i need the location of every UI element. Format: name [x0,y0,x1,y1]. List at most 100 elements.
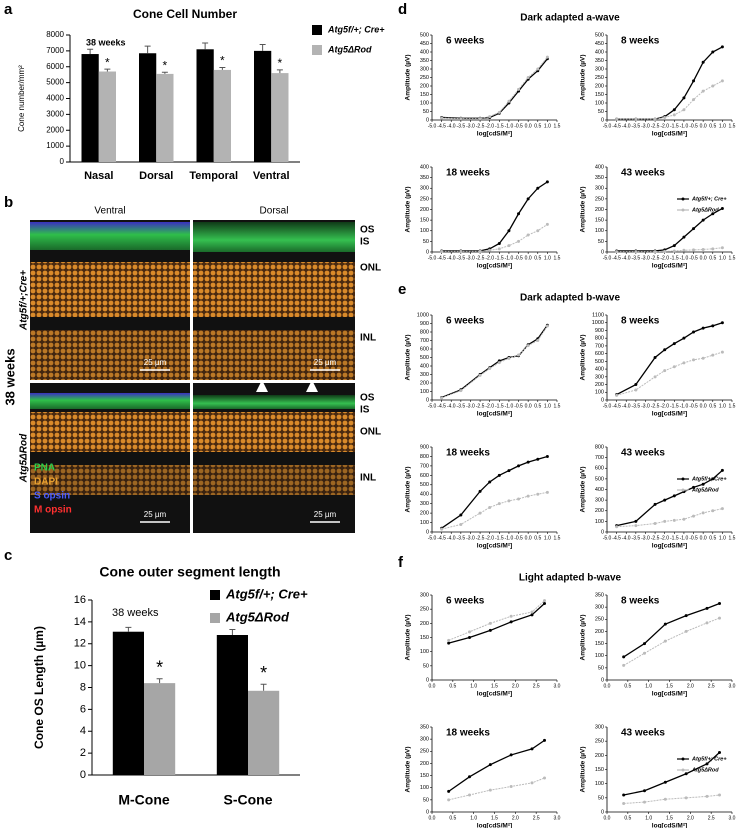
x-axis-label: log[cdS/M²] [477,543,512,550]
y-axis-label: Cone number/mm² [17,65,26,132]
data-point [509,620,513,624]
panel-label: d [398,1,407,18]
y-tick-label: 1000 [417,312,429,318]
x-tick-label: -4.5 [437,123,446,129]
series-line [616,508,723,528]
x-tick-label: -1.5 [495,123,504,129]
data-point [634,388,638,392]
x-tick-label: -2.5 [476,123,485,129]
x-tick-label: -4.0 [447,535,456,541]
x-tick-label: 1.5 [729,255,736,261]
y-tick-label: 350 [595,592,604,598]
tile-os [30,222,190,250]
data-point [692,514,696,518]
data-point [488,505,492,509]
x-tick-label: -2.5 [651,123,660,129]
y-tick-label: 500 [595,476,604,482]
data-point [692,227,696,231]
data-point [663,348,667,352]
column-label: Dorsal [260,206,289,217]
bar [248,690,280,775]
significance-star: * [220,54,225,68]
data-point [543,738,546,742]
y-axis-label: Amplitude (µV) [405,747,412,793]
x-tick-label: 2.0 [512,815,519,821]
micrograph: 25 µm 25 µm 25 µm 25 µm Ventral Dorsal 3… [2,206,355,533]
data-point [507,229,511,233]
bar [81,54,99,162]
bar [196,49,214,162]
data-point [488,621,492,625]
data-point [643,789,646,793]
data-point [545,55,549,59]
y-tick-label: 7000 [46,46,64,55]
y-tick-label: 700 [595,343,604,349]
data-point [440,116,444,120]
series-line [616,322,723,396]
x-tick-label: -2.5 [476,403,485,409]
y-axis-label: Amplitude (µV) [580,467,587,513]
y-tick-label: 250 [595,75,604,81]
layer-label: INL [360,473,376,484]
x-tick-label: -5.0 [428,123,437,129]
data-point [488,367,492,371]
y-tick-label: 100 [420,100,429,106]
legend-marker [681,197,685,201]
x-tick-label: 2.5 [708,815,715,821]
x-tick-label: 0.5 [709,403,716,409]
panel-title: 8 weeks [621,36,660,47]
x-tick-label: 0.5 [624,815,631,821]
legend-marker [681,757,685,761]
panel-title: 6 weeks [446,316,485,327]
y-tick-label: 4000 [46,94,64,103]
y-tick-label: 200 [420,207,429,213]
y-tick-label: 900 [595,328,604,334]
data-point [530,747,534,751]
data-point [663,249,667,253]
y-tick-label: 800 [420,454,429,460]
y-tick-label: 250 [420,75,429,81]
x-tick-label: 0.5 [449,683,456,689]
error-bar [104,68,111,72]
column-label: Ventral [94,206,125,217]
x-tick-label: -0.5 [689,255,698,261]
y-tick-label: 450 [595,41,604,47]
data-point [526,233,530,237]
y-tick-label: 150 [595,641,604,647]
legend-label: Atg5ΔRod [691,487,719,493]
y-tick-label: 150 [420,635,429,641]
x-tick-label: -1.5 [670,535,679,541]
x-tick-label: -1.5 [670,123,679,129]
y-tick-label: 250 [595,617,604,623]
data-point [701,218,705,222]
x-tick-label: -1.0 [680,255,689,261]
x-tick-label: 0.5 [449,815,456,821]
layer-label: ONL [360,263,381,274]
y-axis-label: Amplitude (µV) [580,55,587,101]
arrowhead [306,380,318,392]
x-tick-label: -1.0 [680,123,689,129]
y-tick-label: 6000 [46,62,64,71]
scale-label: 25 µm [144,358,167,367]
y-tick-label: 600 [420,346,429,352]
data-point [468,775,471,779]
panel-title: 18 weeks [446,448,490,459]
y-tick-label: 14 [74,616,86,628]
data-point [507,499,511,503]
data-point [622,802,626,805]
y-tick-label: 100 [595,100,604,106]
data-point [720,350,724,354]
x-tick-label: 2.0 [512,683,519,689]
x-tick-label: -0.5 [689,403,698,409]
legend-label: Atg5f/+; Cre+ [691,756,727,762]
y-axis-label: Amplitude (µV) [405,187,412,233]
y-tick-label: 0 [601,117,604,123]
x-tick-label: Dorsal [139,170,173,182]
data-point [478,249,482,253]
legend-label: Atg5ΔRod [691,207,719,213]
data-point [672,494,676,498]
legend-marker [681,477,685,481]
series-line [623,602,720,658]
x-tick-label: 1.5 [554,255,561,261]
x-tick-label: -4.5 [437,535,446,541]
